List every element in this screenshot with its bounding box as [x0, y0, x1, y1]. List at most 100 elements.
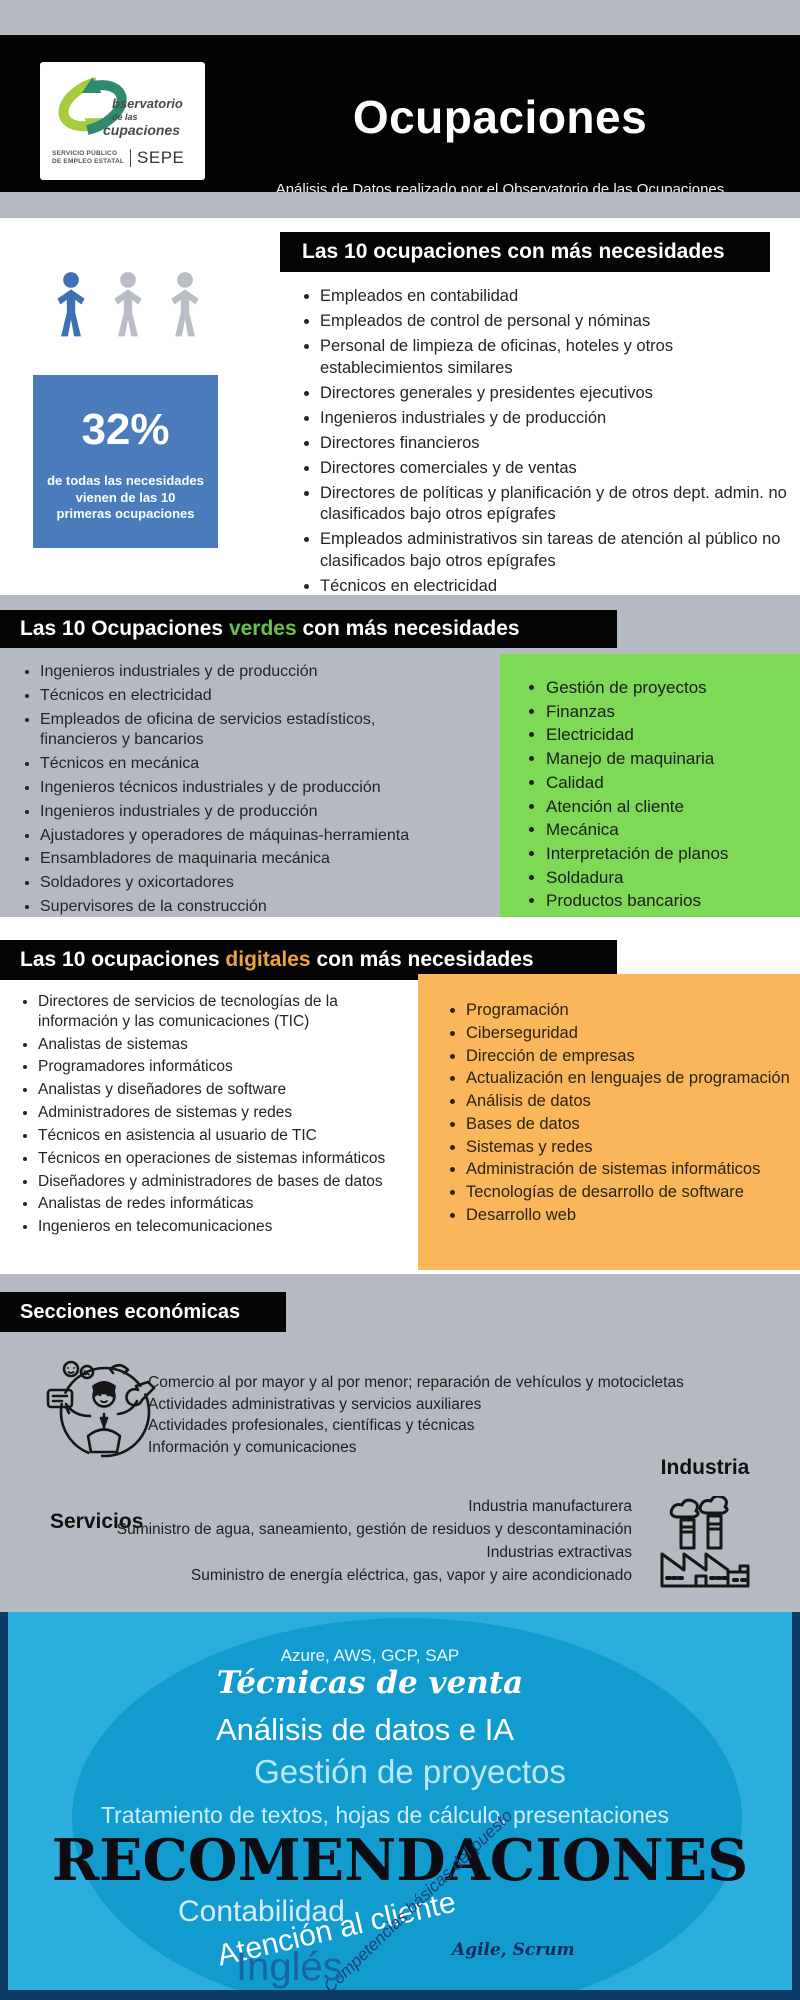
- list-item: Dirección de empresas: [466, 1046, 800, 1067]
- list-item: Analistas de redes informáticas: [38, 1194, 412, 1214]
- list-item: Suministro de energía eléctrica, gas, va…: [190, 1566, 632, 1584]
- cloud-word-office: Tratamiento de textos, hojas de cálculo,…: [100, 1802, 670, 1828]
- services-label: Servicios: [50, 1510, 144, 1533]
- cloud-word-data-ai: Análisis de datos e IA: [215, 1712, 515, 1747]
- list-item: Analistas de sistemas: [38, 1035, 412, 1055]
- list-item: Tecnologías de desarrollo de software: [466, 1182, 800, 1203]
- green-skills-box: Gestión de proyectos Finanzas Electricidad…: [500, 654, 800, 917]
- highlight-digitales: digitales: [225, 948, 311, 971]
- cloud-word-english: Inglés: [236, 1945, 343, 1989]
- logo-text-line2: de las: [112, 112, 138, 122]
- word-cloud: Azure, AWS, GCP, SAP Técnicas de venta A…: [0, 1612, 800, 2000]
- list-item: Ingenieros industriales y de producción: [40, 802, 430, 823]
- cloud-word-accounting: Contabilidad: [178, 1895, 345, 1928]
- list-item: Actividades profesionales, científicas y…: [148, 1417, 475, 1435]
- panel-border-bottom: [0, 1990, 800, 2000]
- list-item: Calidad: [546, 773, 800, 793]
- list-item: Bases de datos: [466, 1114, 800, 1135]
- logo-footer: SERVICIO PÚBLICO DE EMPLEO ESTATAL SEPE: [52, 148, 193, 168]
- list-item: Electricidad: [546, 725, 800, 745]
- list-item: Empleados de control de personal y nómin…: [320, 311, 794, 333]
- list-item: Empleados en contabilidad: [320, 286, 794, 308]
- person-icon: [171, 272, 199, 337]
- list-item: Ingenieros industriales y de producción: [320, 408, 794, 430]
- list-item: Directores generales y presidentes ejecu…: [320, 383, 794, 405]
- list-item: Sistemas y redes: [466, 1137, 800, 1158]
- panel-border-right: [792, 1612, 800, 2000]
- list-item: Atención al cliente: [546, 797, 800, 817]
- list-item: Programación: [466, 1000, 800, 1021]
- person-icon: [57, 272, 85, 337]
- list-item: Actividades administrativas y servicios …: [148, 1395, 482, 1413]
- list-item: Productos bancarios: [546, 891, 800, 911]
- list-item: Ciberseguridad: [466, 1023, 800, 1044]
- digital-occupations-list: Directores de servicios de tecnologías d…: [20, 992, 412, 1240]
- list-item: Comercio al por mayor y al por menor; re…: [148, 1374, 684, 1391]
- cloud-word-tools: Azure, AWS, GCP, SAP: [280, 1646, 460, 1665]
- list-item: Ingenieros técnicos industriales y de pr…: [40, 778, 430, 799]
- list-item: Técnicos en operaciones de sistemas info…: [38, 1149, 412, 1169]
- list-item: Diseñadores y administradores de bases d…: [38, 1172, 412, 1192]
- green-occupations-list: Ingenieros industriales y de producción T…: [22, 662, 430, 921]
- highlight-verdes: verdes: [228, 617, 297, 640]
- logo-text-line3: cupaciones: [103, 122, 181, 138]
- list-item: Análisis de datos: [466, 1091, 800, 1112]
- customer-service-icon: [46, 1360, 156, 1458]
- list-item: Empleados administrativos sin tareas de …: [320, 529, 794, 573]
- list-item: Ensambladores de maquinaria mecánica: [40, 849, 430, 870]
- cloud-title: RECOMENDACIONES: [51, 1827, 749, 1894]
- stat-box: 32% de todas las necesidades vienen de l…: [33, 375, 218, 548]
- list-item: Gestión de proyectos: [546, 678, 800, 698]
- section-title-top-occupations: Las 10 ocupaciones con más necesidades: [280, 232, 770, 272]
- list-item: Industria manufacturera: [468, 1498, 632, 1515]
- cloud-word-projects: Gestión de proyectos: [254, 1753, 566, 1790]
- factory-icon: [660, 1496, 750, 1588]
- list-item: Mecánica: [546, 820, 800, 840]
- digital-skills-box: ProgramaciónCiberseguridadDirección de e…: [418, 974, 800, 1270]
- header-gray-band: [0, 192, 800, 218]
- list-item: Administración de sistemas informáticos: [466, 1159, 800, 1180]
- list-item: Actualización en lenguajes de programaci…: [466, 1068, 800, 1089]
- person-icon: [114, 272, 142, 337]
- list-item: Supervisores de la construcción: [40, 897, 430, 918]
- logo-org-name: SERVICIO PÚBLICO DE EMPLEO ESTATAL: [52, 149, 125, 165]
- stat-value: 32%: [81, 405, 170, 454]
- list-item: Manejo de maquinaria: [546, 749, 800, 769]
- list-item: Administradores de sistemas y redes: [38, 1103, 412, 1123]
- list-item: Interpretación de planos: [546, 844, 800, 864]
- panel-border-left: [0, 1612, 8, 2000]
- list-item: Ingenieros en telecomunicaciones: [38, 1217, 412, 1237]
- industry-activities-list: Industria manufacturera Suministro de agu…: [20, 1496, 632, 1588]
- cloud-word-sales: Técnicas de venta: [216, 1665, 524, 1701]
- list-item: Técnicos en mecánica: [40, 754, 430, 775]
- section-title-green-occupations: Las 10 Ocupaciones verdes con más necesi…: [0, 610, 617, 648]
- list-item: Soldadores y oxicortadores: [40, 873, 430, 894]
- section-title-digital-occupations: Las 10 ocupaciones digitales con más nec…: [0, 940, 617, 980]
- list-item: Ingenieros industriales y de producción: [40, 662, 430, 683]
- observatorio-logo-icon: [58, 77, 127, 135]
- list-item: Directores de políticas y planificación …: [320, 483, 794, 527]
- list-item: Directores financieros: [320, 433, 794, 455]
- list-item: Información y comunicaciones: [148, 1438, 357, 1456]
- cloud-word-agile: Agile, Scrum: [452, 1940, 575, 1960]
- top-gray-band: [0, 0, 800, 35]
- logo-divider: [130, 149, 132, 167]
- list-item: Suministro de agua, saneamiento, gestión…: [116, 1520, 632, 1538]
- section-title-economic: Secciones económicas: [0, 1292, 286, 1332]
- list-item: Técnicos en electricidad: [320, 576, 794, 598]
- recommendations-panel: Azure, AWS, GCP, SAP Técnicas de venta A…: [0, 1612, 800, 2000]
- list-item: Analistas y diseñadores de software: [38, 1080, 412, 1100]
- logo-text-line1: bservatorio: [112, 96, 183, 111]
- list-item: Finanzas: [546, 702, 800, 722]
- services-activities-list: Comercio al por mayor y al por menor; re…: [148, 1372, 793, 1458]
- list-item: Desarrollo web: [466, 1205, 800, 1226]
- list-item: Directores comerciales y de ventas: [320, 458, 794, 480]
- header: bservatorio de las cupaciones SERVICIO P…: [0, 35, 800, 198]
- list-item: Personal de limpieza de oficinas, hotele…: [320, 336, 794, 380]
- page-title: Ocupaciones: [352, 91, 648, 143]
- sepe-logo-card: bservatorio de las cupaciones SERVICIO P…: [40, 62, 205, 180]
- list-item: Directores de servicios de tecnologías d…: [38, 992, 412, 1032]
- list-item: Industrias extractivas: [486, 1543, 632, 1561]
- list-item: Programadores informáticos: [38, 1057, 412, 1077]
- list-item: Técnicos en electricidad: [40, 686, 430, 707]
